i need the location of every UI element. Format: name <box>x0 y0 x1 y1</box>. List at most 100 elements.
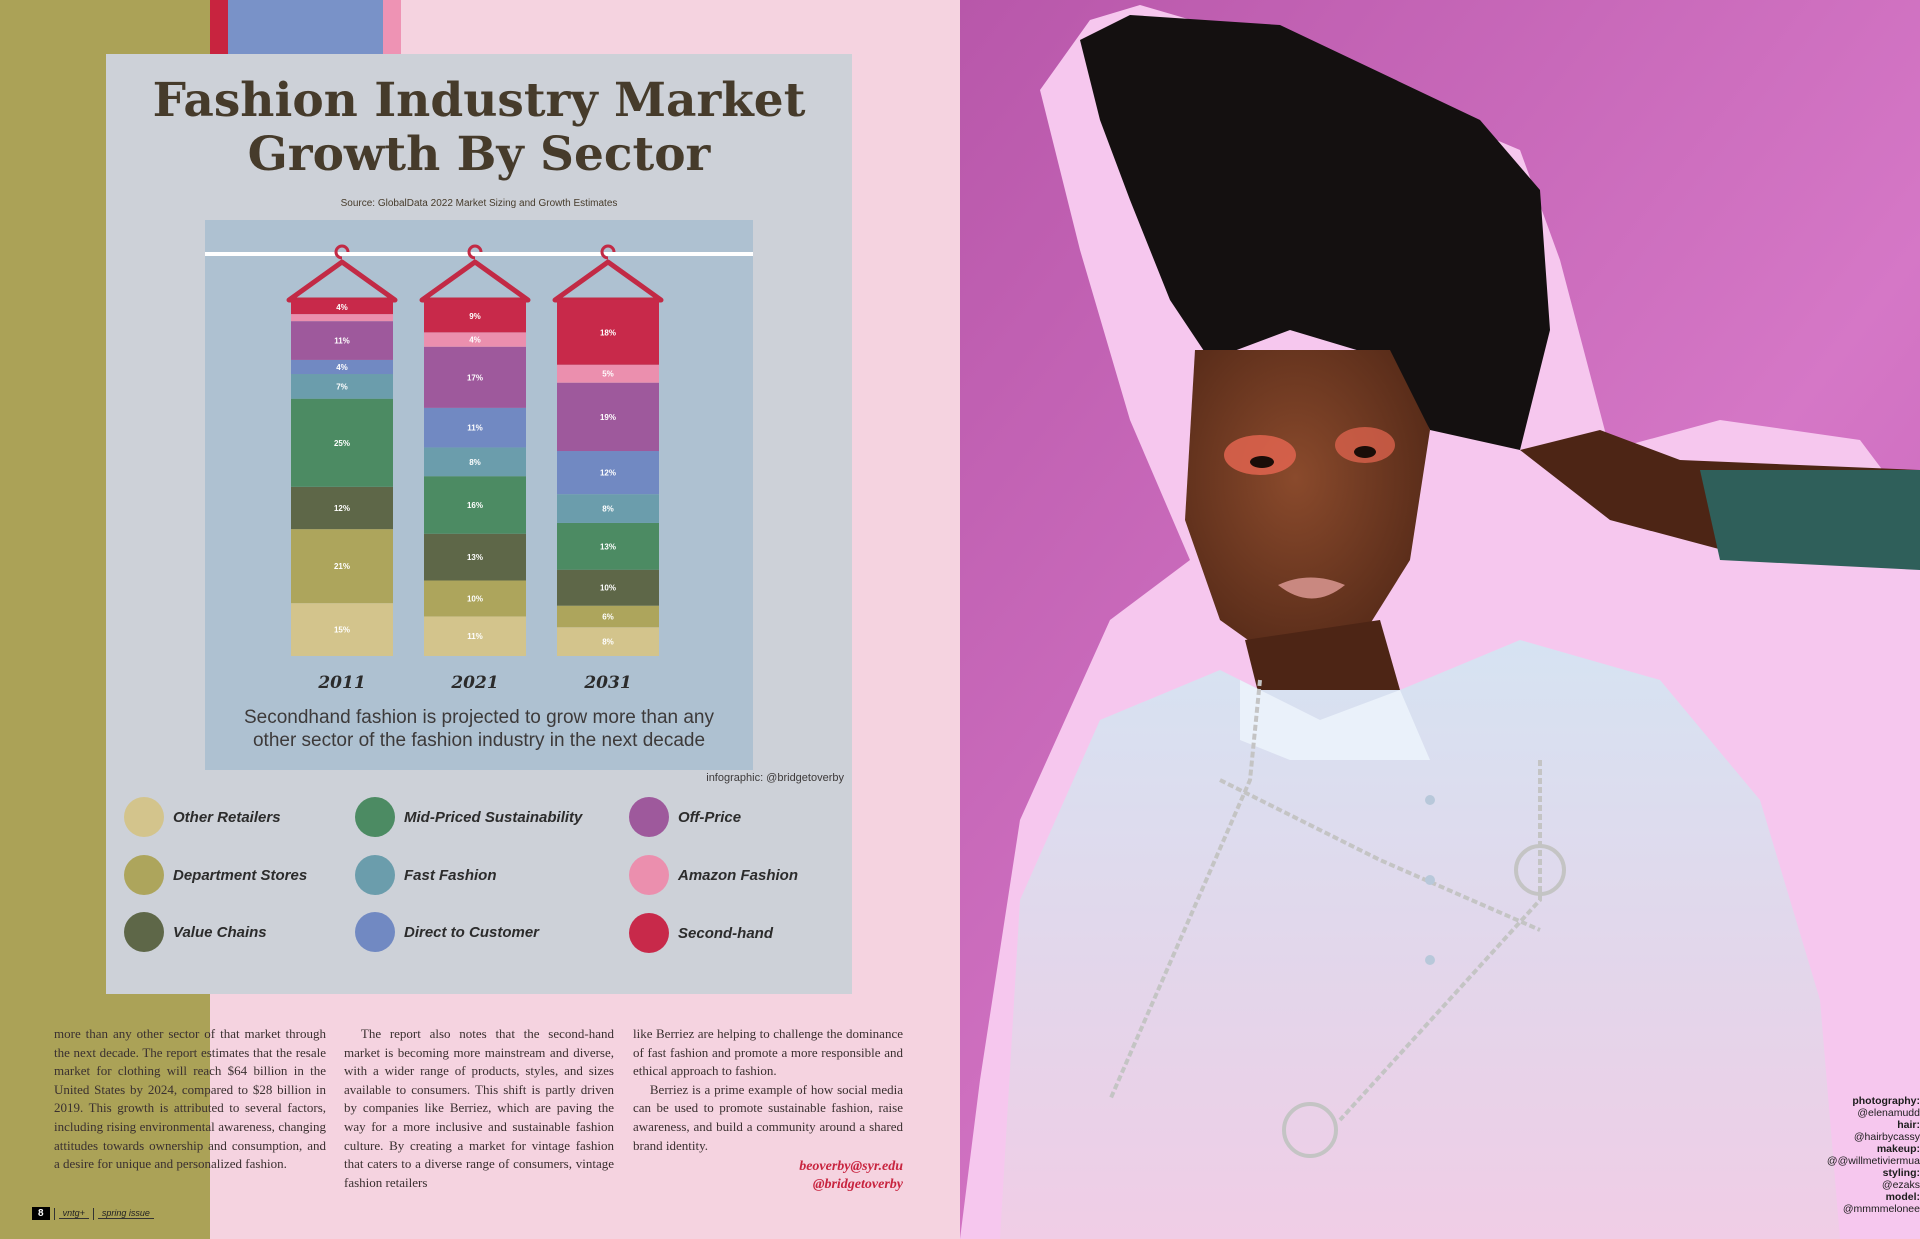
value-label: 16% <box>467 501 483 510</box>
title-line-1: Fashion Industry Market <box>152 73 806 128</box>
value-label: 19% <box>600 413 616 422</box>
bar-segment <box>291 529 393 604</box>
bar-segment <box>557 569 659 606</box>
value-label: 17% <box>467 373 483 382</box>
credit-handle[interactable]: @@willmetiviermua <box>1826 1155 1920 1167</box>
caption-line-1: Secondhand fashion is projected to grow … <box>243 707 715 728</box>
bar-segment <box>291 300 393 315</box>
value-label: 5% <box>602 370 614 379</box>
credit-role: makeup: <box>1876 1143 1920 1155</box>
color-tab-pink <box>383 0 401 55</box>
legend-label: Value Chains <box>173 923 267 941</box>
legend-item-second-hand: Second-hand <box>629 913 773 953</box>
legend-swatch <box>629 855 669 895</box>
value-label: 11% <box>467 424 483 433</box>
legend-item-value-chains: Value Chains <box>124 912 267 952</box>
credit-role: hair: <box>1897 1119 1920 1131</box>
credit-role: photography: <box>1852 1095 1920 1107</box>
bar-segment <box>291 314 393 322</box>
legend-item-other-retailers: Other Retailers <box>124 797 281 837</box>
value-label: 8% <box>602 505 614 514</box>
credit-role: model: <box>1885 1191 1920 1203</box>
credit-handle[interactable]: @mmmmelonee <box>1842 1203 1920 1215</box>
infographic-card: Fashion Industry Market Growth By Sector… <box>106 54 852 994</box>
x-tick-label: 2011 <box>317 673 365 693</box>
value-label: 8% <box>469 458 481 467</box>
legend-swatch <box>124 797 164 837</box>
legend-swatch <box>355 797 395 837</box>
author-handle-link[interactable]: @bridgetoverby <box>812 1177 903 1193</box>
hanger-hook <box>334 244 350 260</box>
stacked-bar-chart: 15% 21% 12% 25% 7% 4% 11% 4% 2011 11% 10% 13% 16% 8% 1… <box>205 244 753 693</box>
article-paragraph: more than any other sector of that marke… <box>54 1026 326 1172</box>
value-label: 13% <box>467 553 483 562</box>
color-tab-blue <box>228 0 383 55</box>
x-tick-label: 2021 <box>450 673 498 693</box>
bar-segment <box>291 486 393 530</box>
bar-segment <box>291 374 393 399</box>
source-note: Source: GlobalData 2022 Market Sizing an… <box>340 198 618 209</box>
legend-label: Department Stores <box>173 866 308 884</box>
value-label: 4% <box>336 303 348 312</box>
portrait-illustration <box>960 0 1920 1239</box>
bar-segment <box>557 382 659 452</box>
author-email-link[interactable]: beoverby@syr.edu <box>799 1159 903 1175</box>
credit-styling: styling: @ezaks <box>1800 1167 1920 1191</box>
value-label: 12% <box>334 504 350 513</box>
hanger-hook <box>467 244 483 260</box>
author-byline: beoverby@syr.edu @bridgetoverby <box>633 1158 903 1194</box>
legend-item-direct-to-customer: Direct to Customer <box>355 912 539 952</box>
title-line-2: Growth By Sector <box>247 127 711 182</box>
bar-segment <box>557 451 659 495</box>
credit-hair: hair: @hairbycassy <box>1800 1119 1920 1143</box>
value-label: 9% <box>469 312 481 321</box>
legend-swatch <box>124 912 164 952</box>
value-label: 18% <box>600 328 616 337</box>
value-label: 6% <box>602 612 614 621</box>
bar-segment <box>557 494 659 523</box>
credit-handle[interactable]: @elenamudd <box>1857 1107 1920 1119</box>
article-paragraph: Berriez is a prime example of how social… <box>633 1081 903 1153</box>
legend-item-department-stores: Department Stores <box>124 855 307 895</box>
credit-handle[interactable]: @ezaks <box>1881 1179 1920 1191</box>
credit-handle[interactable]: @hairbycassy <box>1853 1131 1920 1143</box>
credit-model: model: @mmmmelonee <box>1800 1191 1920 1215</box>
chart-legend: Other Retailers Department Stores Value … <box>106 794 852 984</box>
value-label: 10% <box>600 584 616 593</box>
article-paragraph: The report also notes that the second-ha… <box>344 1026 614 1190</box>
hanger-hook <box>600 244 616 260</box>
footer-divider <box>53 1207 55 1220</box>
value-label: 4% <box>469 336 481 345</box>
magazine-name: vntg+ <box>58 1208 89 1219</box>
value-label: 4% <box>336 363 348 372</box>
bar-segment <box>557 522 659 570</box>
chart-caption: Secondhand fashion is projected to grow … <box>205 706 753 752</box>
bar-segment <box>424 407 526 448</box>
legend-label: Direct to Customer <box>404 923 540 941</box>
caption-line-2: other sector of the fashion industry in … <box>252 730 706 751</box>
article-column-3: like Berriez are helping to challenge th… <box>633 1025 903 1194</box>
credit-makeup: makeup: @@willmetiviermua <box>1800 1143 1920 1167</box>
bar-segment <box>424 533 526 581</box>
infographic-credit: infographic: @bridgetoverby <box>706 772 844 784</box>
bar-segment <box>291 603 393 656</box>
value-label: 11% <box>334 337 350 346</box>
chart-panel: 15% 21% 12% 25% 7% 4% 11% 4% 2011 11% 10% 13% 16% 8% 1… <box>205 220 753 770</box>
bar-segment <box>424 476 526 534</box>
x-tick-label: 2031 <box>583 673 631 693</box>
hanger-frame <box>286 259 398 303</box>
legend-swatch <box>355 855 395 895</box>
bar-segment <box>291 321 393 360</box>
portrait-photo: photography: @elenamudd hair: @hairbycas… <box>960 0 1920 1239</box>
bar-segment <box>424 332 526 347</box>
value-label: 15% <box>334 626 350 635</box>
legend-swatch <box>124 855 164 895</box>
value-label: 10% <box>467 594 483 603</box>
legend-item-fast-fashion: Fast Fashion <box>355 855 497 895</box>
legend-label: Fast Fashion <box>404 866 497 884</box>
legend-swatch <box>629 913 669 953</box>
footer-divider <box>92 1207 94 1220</box>
legend-item-off-price: Off-Price <box>629 797 741 837</box>
color-tab-red <box>210 0 228 55</box>
value-label: 21% <box>334 562 350 571</box>
